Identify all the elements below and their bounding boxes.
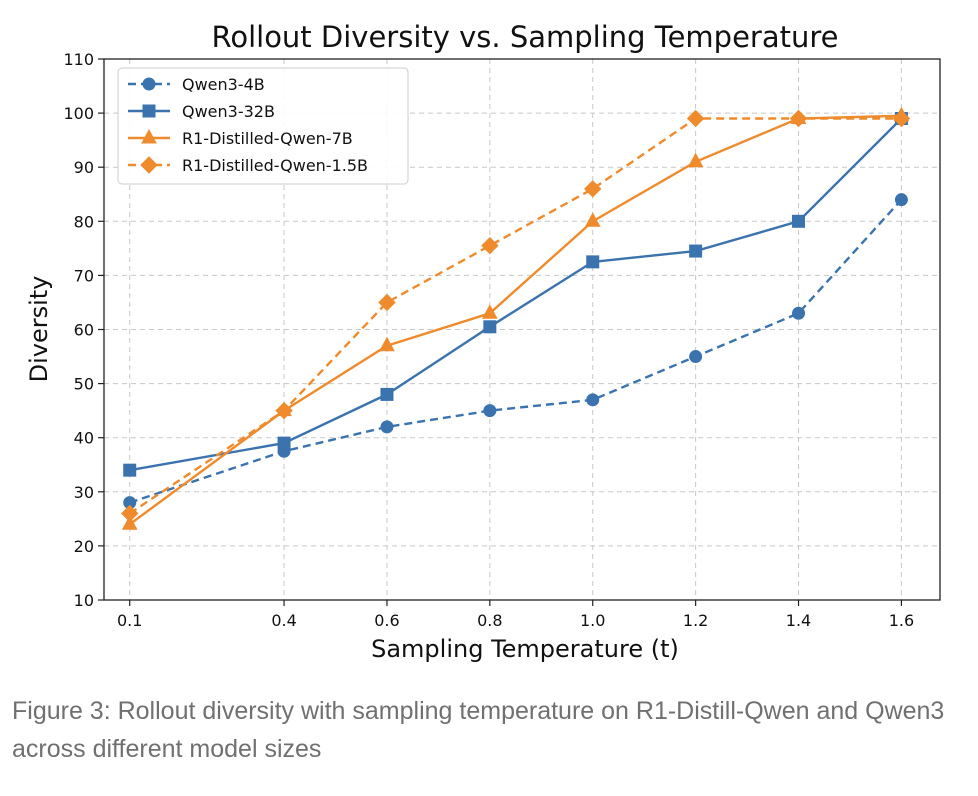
- data-point: [277, 436, 291, 450]
- x-tick-label: 0.6: [374, 611, 399, 630]
- x-tick-label: 1.6: [889, 611, 914, 630]
- series-line: [129, 114, 902, 526]
- y-tick-label: 110: [63, 50, 94, 69]
- series-qwen3-4b: [123, 193, 908, 510]
- legend-marker: [142, 77, 156, 91]
- series-r1-distilled-qwen-1-5b: [121, 109, 911, 523]
- y-tick-label: 10: [74, 591, 94, 610]
- series-qwen3-32b: [123, 112, 908, 477]
- data-point: [379, 336, 395, 352]
- data-point: [482, 304, 498, 319]
- y-tick-label: 50: [74, 375, 94, 394]
- legend-label: Qwen3-32B: [182, 102, 275, 121]
- x-tick-label: 0.1: [117, 611, 142, 630]
- series-line: [129, 117, 903, 472]
- data-point: [687, 152, 704, 168]
- legend-marker: [142, 104, 156, 118]
- legend-label: Qwen3-4B: [182, 75, 265, 94]
- axis-ticks: 0.1 0.4 0.6 0.8 1.0 1.2 1.4 1.6 10 20 30 40 50 60 70 80…: [63, 50, 914, 630]
- data-point: [586, 255, 600, 269]
- y-tick-label: 30: [74, 483, 94, 502]
- data-point: [380, 420, 394, 434]
- x-axis-label: Sampling Temperature (t): [371, 635, 679, 663]
- data-point: [584, 180, 602, 198]
- data-point: [792, 214, 806, 228]
- data-point: [686, 109, 705, 128]
- y-axis-label: Diversity: [25, 276, 53, 383]
- data-point: [792, 306, 806, 320]
- data-point: [123, 463, 137, 477]
- legend-marker: [140, 156, 158, 174]
- data-point: [789, 109, 808, 128]
- y-tick-label: 60: [74, 321, 94, 340]
- x-tick-label: 1.4: [786, 611, 811, 630]
- data-point: [584, 212, 601, 227]
- data-point: [121, 515, 138, 530]
- legend: Qwen3-4B Qwen3-32B R1-Distilled-Qwen-7B R1-…: [117, 67, 409, 185]
- y-tick-label: 80: [74, 212, 94, 231]
- x-tick-label: 1.2: [683, 611, 708, 630]
- series-group: [121, 106, 911, 530]
- x-tick-label: 0.4: [271, 611, 296, 630]
- data-point: [378, 293, 396, 312]
- legend-label: R1-Distilled-Qwen-1.5B: [182, 156, 368, 175]
- data-point: [121, 504, 139, 523]
- y-tick-label: 40: [74, 429, 94, 448]
- legend-box: [117, 67, 409, 185]
- data-point: [275, 401, 293, 420]
- legend-label: R1-Distilled-Qwen-7B: [182, 129, 353, 148]
- legend-marker: [141, 128, 157, 144]
- chart-title: Rollout Diversity vs. Sampling Temperatu…: [211, 20, 838, 54]
- data-point: [586, 393, 600, 407]
- data-point: [380, 387, 394, 401]
- data-point: [894, 193, 908, 207]
- data-point: [892, 109, 911, 128]
- series-line: [129, 117, 902, 515]
- diversity-chart: Rollout Diversity vs. Sampling Temperatu…: [25, 20, 941, 663]
- y-tick-label: 100: [63, 104, 94, 123]
- series-line: [129, 198, 903, 504]
- data-point: [483, 320, 497, 334]
- data-point: [481, 236, 499, 255]
- x-tick-label: 0.8: [477, 611, 502, 630]
- y-tick-label: 70: [74, 266, 94, 285]
- figure-caption: Figure 3: Rollout diversity with samplin…: [12, 697, 945, 763]
- data-point: [689, 350, 703, 364]
- data-point: [483, 404, 497, 418]
- x-tick-label: 1.0: [580, 611, 605, 630]
- y-tick-label: 20: [74, 537, 94, 556]
- y-tick-label: 90: [74, 158, 94, 177]
- data-point: [689, 244, 703, 258]
